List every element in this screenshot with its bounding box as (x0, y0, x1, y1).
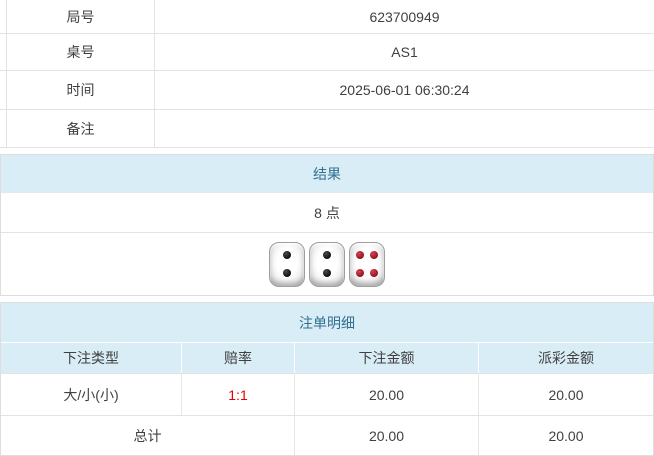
die-2-icon (309, 241, 345, 287)
bet-details-section: 注单明细 下注类型 赔率 下注金额 派彩金额 大/小(小) 1:1 20.00 … (0, 302, 654, 456)
info-row-note: 备注 (0, 110, 654, 148)
bet-table-header: 下注类型 赔率 下注金额 派彩金额 (1, 343, 653, 373)
payout-amount-value: 20.00 (478, 374, 653, 415)
die-1-icon (269, 241, 305, 287)
result-section: 结果 8 点 (0, 154, 654, 296)
col-header-payout: 派彩金额 (478, 343, 653, 373)
bet-table-total-row: 总计 20.00 20.00 (1, 415, 653, 455)
note-value (155, 110, 654, 147)
bet-amount-value: 20.00 (294, 374, 478, 415)
bet-odds-value: 1:1 (181, 374, 294, 415)
table-number-label: 桌号 (7, 34, 155, 70)
info-row-table: 桌号 AS1 (0, 34, 654, 71)
table-left-gutter (0, 0, 7, 33)
time-label: 时间 (7, 71, 155, 109)
round-number-value: 623700949 (369, 8, 440, 25)
total-label: 总计 (133, 427, 162, 444)
result-section-title: 结果 (1, 155, 653, 193)
table-left-gutter (0, 71, 7, 109)
time-value: 2025-06-01 06:30:24 (339, 82, 470, 98)
table-number-value: AS1 (391, 44, 418, 60)
round-number-label: 局号 (7, 0, 155, 33)
bet-table-row: 大/小(小) 1:1 20.00 20.00 (1, 373, 653, 415)
bet-details-title: 注单明细 (1, 303, 653, 343)
table-left-gutter (0, 110, 7, 147)
info-row-round: 局号 623700949 (0, 0, 654, 34)
dice-result-row (1, 233, 653, 295)
result-points: 8 点 (1, 193, 653, 233)
die-3-icon (349, 241, 385, 287)
game-info-table: 局号 623700949 桌号 AS1 时间 2025-06-01 06:30:… (0, 0, 654, 148)
col-header-bet-amount: 下注金额 (294, 343, 478, 373)
col-header-bet-type: 下注类型 (63, 350, 119, 366)
table-left-gutter (0, 34, 7, 70)
info-row-time: 时间 2025-06-01 06:30:24 (0, 71, 654, 110)
bet-type-value: 大/小(小) (63, 386, 119, 403)
total-payout-amount: 20.00 (478, 416, 653, 455)
total-bet-amount: 20.00 (294, 416, 478, 455)
note-label: 备注 (7, 110, 155, 147)
col-header-odds: 赔率 (181, 343, 294, 373)
